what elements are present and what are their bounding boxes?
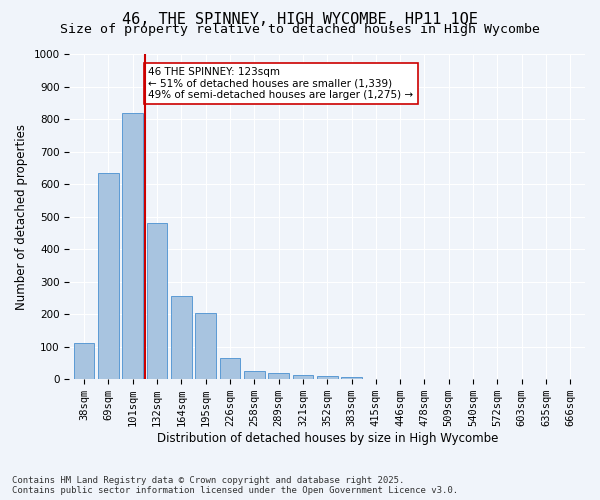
Bar [317,376,338,379]
Bar [220,358,240,379]
Bar [146,223,167,379]
Bar [171,296,191,379]
Bar [244,371,265,379]
Text: 46 THE SPINNEY: 123sqm
← 51% of detached houses are smaller (1,339)
49% of semi-: 46 THE SPINNEY: 123sqm ← 51% of detached… [148,67,413,100]
Text: Contains HM Land Registry data © Crown copyright and database right 2025.
Contai: Contains HM Land Registry data © Crown c… [12,476,458,495]
Bar [268,374,289,379]
Bar [74,344,94,379]
Bar [98,172,119,379]
Text: Size of property relative to detached houses in High Wycombe: Size of property relative to detached ho… [60,22,540,36]
X-axis label: Distribution of detached houses by size in High Wycombe: Distribution of detached houses by size … [157,432,498,445]
Text: 46, THE SPINNEY, HIGH WYCOMBE, HP11 1QE: 46, THE SPINNEY, HIGH WYCOMBE, HP11 1QE [122,12,478,28]
Bar [195,312,216,379]
Bar [341,376,362,379]
Bar [293,375,313,379]
Bar [122,112,143,379]
Y-axis label: Number of detached properties: Number of detached properties [15,124,28,310]
